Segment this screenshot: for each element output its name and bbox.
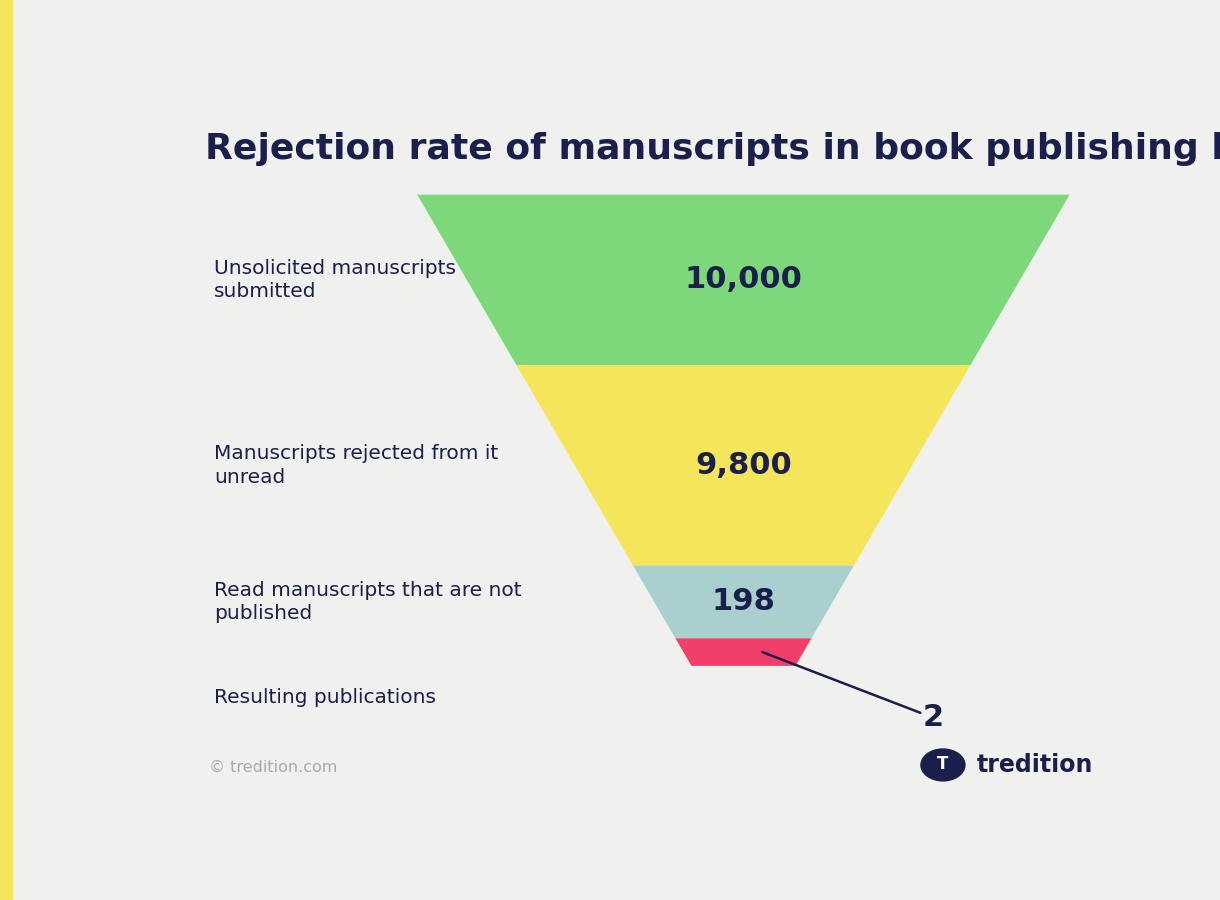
Polygon shape <box>676 638 811 666</box>
Text: T: T <box>937 754 949 772</box>
Polygon shape <box>516 365 970 565</box>
Text: Rejection rate of manuscripts in book publishing houses: Rejection rate of manuscripts in book pu… <box>205 132 1220 166</box>
Circle shape <box>920 748 966 781</box>
Text: Resulting publications: Resulting publications <box>214 688 436 706</box>
Text: 9,800: 9,800 <box>695 451 792 480</box>
Text: Manuscripts rejected from it
unread: Manuscripts rejected from it unread <box>214 444 498 487</box>
Text: 2: 2 <box>762 652 944 733</box>
Text: 10,000: 10,000 <box>684 266 803 294</box>
Text: Read manuscripts that are not
published: Read manuscripts that are not published <box>214 580 522 623</box>
Text: tredition: tredition <box>977 753 1093 777</box>
Text: Unsolicited manuscripts
submitted: Unsolicited manuscripts submitted <box>214 258 456 302</box>
Polygon shape <box>633 565 854 638</box>
Text: 198: 198 <box>711 588 776 617</box>
Text: © tredition.com: © tredition.com <box>210 760 338 775</box>
Polygon shape <box>417 194 1070 365</box>
